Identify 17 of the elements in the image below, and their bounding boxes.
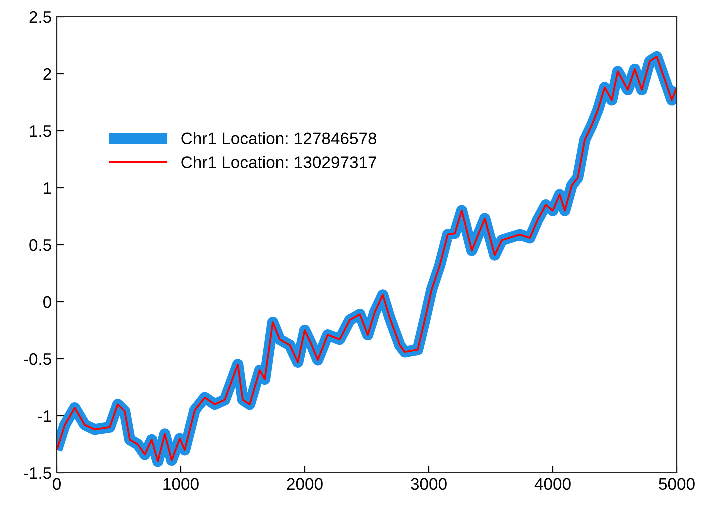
legend-label: Chr1 Location: 130297317 bbox=[182, 156, 376, 168]
x-tick-label: 0 bbox=[53, 478, 61, 490]
y-tick-label: 2.5 bbox=[30, 11, 52, 24]
y-tick-label: 0.5 bbox=[30, 239, 52, 252]
x-tick-label: 4000 bbox=[534, 478, 571, 490]
y-tick-label: 1 bbox=[44, 182, 52, 194]
y-tick-label: 1.5 bbox=[30, 126, 52, 138]
x-tick-label: 3000 bbox=[411, 478, 447, 490]
x-tick-label: 1000 bbox=[164, 478, 199, 490]
y-tick-label: -0.5 bbox=[24, 353, 52, 366]
legend-label: Chr1 Location: 127846578 bbox=[182, 132, 377, 145]
y-tick-label: -1 bbox=[38, 410, 52, 422]
y-tick-label: -1.5 bbox=[24, 468, 52, 480]
y-tick-label: 2 bbox=[44, 68, 52, 80]
x-tick-label: 2000 bbox=[287, 478, 323, 490]
x-tick-label: 5000 bbox=[659, 478, 695, 490]
y-tick-label: 0 bbox=[44, 296, 52, 308]
